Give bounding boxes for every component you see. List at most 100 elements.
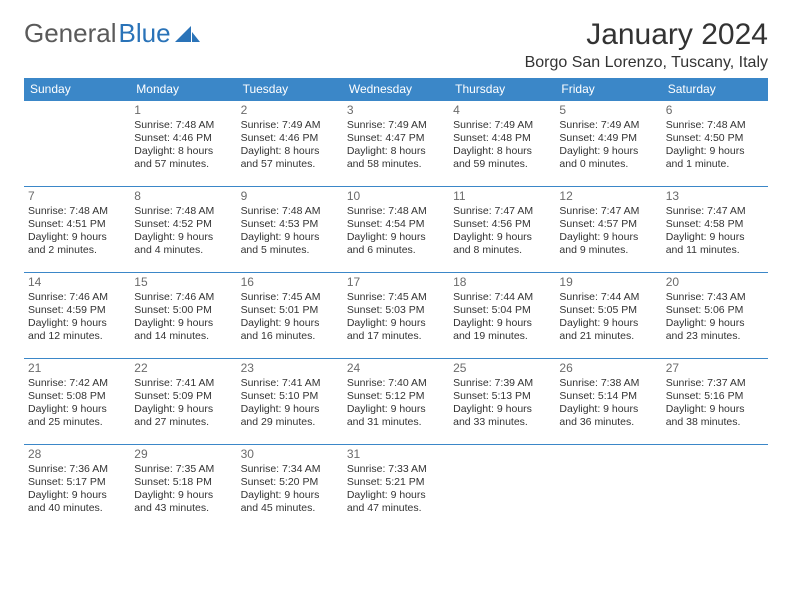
sunrise-text: Sunrise: 7:44 AM [453,291,551,304]
daylight-text: Daylight: 9 hours and 9 minutes. [559,231,657,257]
calendar-cell: 21Sunrise: 7:42 AMSunset: 5:08 PMDayligh… [24,359,130,445]
calendar-week-row: 21Sunrise: 7:42 AMSunset: 5:08 PMDayligh… [24,359,768,445]
dayheader-thursday: Thursday [449,78,555,101]
day-number: 6 [666,103,764,118]
sunset-text: Sunset: 5:12 PM [347,390,445,403]
day-number: 19 [559,275,657,290]
sunrise-text: Sunrise: 7:48 AM [134,119,232,132]
sunrise-text: Sunrise: 7:48 AM [28,205,126,218]
sunrise-text: Sunrise: 7:44 AM [559,291,657,304]
day-number: 31 [347,447,445,462]
calendar-cell: 18Sunrise: 7:44 AMSunset: 5:04 PMDayligh… [449,273,555,359]
calendar-cell [662,445,768,531]
calendar-cell: 4Sunrise: 7:49 AMSunset: 4:48 PMDaylight… [449,101,555,187]
day-number: 4 [453,103,551,118]
dayheader-saturday: Saturday [662,78,768,101]
sunset-text: Sunset: 5:08 PM [28,390,126,403]
daylight-text: Daylight: 9 hours and 23 minutes. [666,317,764,343]
daylight-text: Daylight: 9 hours and 21 minutes. [559,317,657,343]
sunrise-text: Sunrise: 7:46 AM [28,291,126,304]
daylight-text: Daylight: 8 hours and 58 minutes. [347,145,445,171]
sunrise-text: Sunrise: 7:49 AM [241,119,339,132]
calendar-cell: 12Sunrise: 7:47 AMSunset: 4:57 PMDayligh… [555,187,661,273]
daylight-text: Daylight: 9 hours and 16 minutes. [241,317,339,343]
day-number: 11 [453,189,551,204]
sunrise-text: Sunrise: 7:33 AM [347,463,445,476]
calendar-cell: 19Sunrise: 7:44 AMSunset: 5:05 PMDayligh… [555,273,661,359]
calendar-week-row: 1Sunrise: 7:48 AMSunset: 4:46 PMDaylight… [24,101,768,187]
location-text: Borgo San Lorenzo, Tuscany, Italy [525,54,768,72]
calendar-cell: 3Sunrise: 7:49 AMSunset: 4:47 PMDaylight… [343,101,449,187]
sunset-text: Sunset: 5:04 PM [453,304,551,317]
daylight-text: Daylight: 9 hours and 5 minutes. [241,231,339,257]
calendar-cell: 1Sunrise: 7:48 AMSunset: 4:46 PMDaylight… [130,101,236,187]
sunrise-text: Sunrise: 7:48 AM [666,119,764,132]
sunrise-text: Sunrise: 7:48 AM [134,205,232,218]
calendar-cell: 14Sunrise: 7:46 AMSunset: 4:59 PMDayligh… [24,273,130,359]
sunrise-text: Sunrise: 7:34 AM [241,463,339,476]
calendar-week-row: 7Sunrise: 7:48 AMSunset: 4:51 PMDaylight… [24,187,768,273]
daylight-text: Daylight: 9 hours and 11 minutes. [666,231,764,257]
day-number: 1 [134,103,232,118]
calendar-cell: 6Sunrise: 7:48 AMSunset: 4:50 PMDaylight… [662,101,768,187]
day-number: 18 [453,275,551,290]
daylight-text: Daylight: 8 hours and 59 minutes. [453,145,551,171]
sunrise-text: Sunrise: 7:41 AM [134,377,232,390]
daylight-text: Daylight: 9 hours and 14 minutes. [134,317,232,343]
brand-part2: Blue [119,18,171,49]
daylight-text: Daylight: 9 hours and 27 minutes. [134,403,232,429]
sunset-text: Sunset: 5:09 PM [134,390,232,403]
day-number: 5 [559,103,657,118]
dayheader-wednesday: Wednesday [343,78,449,101]
sunset-text: Sunset: 4:48 PM [453,132,551,145]
sunrise-text: Sunrise: 7:35 AM [134,463,232,476]
sunrise-text: Sunrise: 7:49 AM [559,119,657,132]
day-number: 21 [28,361,126,376]
calendar-cell: 10Sunrise: 7:48 AMSunset: 4:54 PMDayligh… [343,187,449,273]
sunset-text: Sunset: 5:06 PM [666,304,764,317]
sunrise-text: Sunrise: 7:43 AM [666,291,764,304]
sunset-text: Sunset: 5:14 PM [559,390,657,403]
sunset-text: Sunset: 5:00 PM [134,304,232,317]
daylight-text: Daylight: 9 hours and 45 minutes. [241,489,339,515]
sunset-text: Sunset: 5:13 PM [453,390,551,403]
calendar-cell: 11Sunrise: 7:47 AMSunset: 4:56 PMDayligh… [449,187,555,273]
sunrise-text: Sunrise: 7:42 AM [28,377,126,390]
calendar-cell: 25Sunrise: 7:39 AMSunset: 5:13 PMDayligh… [449,359,555,445]
sunset-text: Sunset: 5:20 PM [241,476,339,489]
sunset-text: Sunset: 5:01 PM [241,304,339,317]
sunrise-text: Sunrise: 7:36 AM [28,463,126,476]
sunset-text: Sunset: 5:21 PM [347,476,445,489]
sunset-text: Sunset: 4:59 PM [28,304,126,317]
sunset-text: Sunset: 4:56 PM [453,218,551,231]
day-number: 22 [134,361,232,376]
day-number: 7 [28,189,126,204]
sunrise-text: Sunrise: 7:38 AM [559,377,657,390]
daylight-text: Daylight: 9 hours and 31 minutes. [347,403,445,429]
calendar-cell: 7Sunrise: 7:48 AMSunset: 4:51 PMDaylight… [24,187,130,273]
day-number: 16 [241,275,339,290]
day-number: 23 [241,361,339,376]
calendar-cell: 28Sunrise: 7:36 AMSunset: 5:17 PMDayligh… [24,445,130,531]
brand-logo: GeneralBlue [24,18,201,49]
calendar-cell: 22Sunrise: 7:41 AMSunset: 5:09 PMDayligh… [130,359,236,445]
calendar-cell [555,445,661,531]
sunset-text: Sunset: 4:50 PM [666,132,764,145]
daylight-text: Daylight: 9 hours and 43 minutes. [134,489,232,515]
sunrise-text: Sunrise: 7:48 AM [241,205,339,218]
sunrise-text: Sunrise: 7:46 AM [134,291,232,304]
day-number: 28 [28,447,126,462]
day-number: 29 [134,447,232,462]
daylight-text: Daylight: 9 hours and 33 minutes. [453,403,551,429]
calendar-week-row: 28Sunrise: 7:36 AMSunset: 5:17 PMDayligh… [24,445,768,531]
daylight-text: Daylight: 9 hours and 12 minutes. [28,317,126,343]
brand-sail-icon [175,24,201,44]
page-header: GeneralBlue January 2024 Borgo San Loren… [24,18,768,72]
sunrise-text: Sunrise: 7:41 AM [241,377,339,390]
day-number: 12 [559,189,657,204]
daylight-text: Daylight: 9 hours and 25 minutes. [28,403,126,429]
calendar-cell: 9Sunrise: 7:48 AMSunset: 4:53 PMDaylight… [237,187,343,273]
sunset-text: Sunset: 4:47 PM [347,132,445,145]
sunrise-text: Sunrise: 7:48 AM [347,205,445,218]
day-number: 26 [559,361,657,376]
